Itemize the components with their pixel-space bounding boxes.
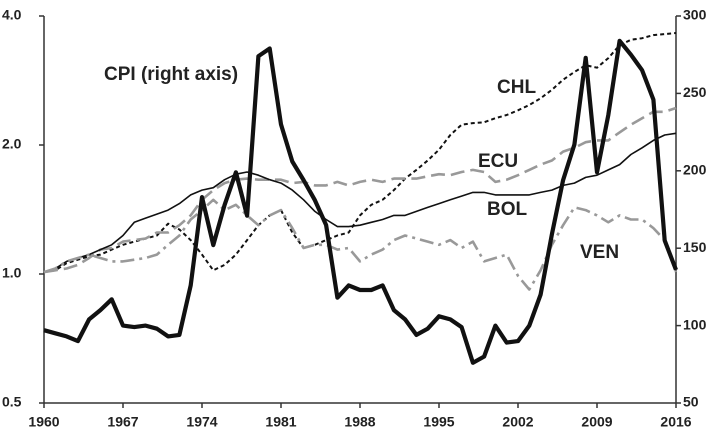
x-tick-label: 1988 — [344, 414, 375, 430]
y-tick-label: 0.5 — [2, 394, 22, 410]
x-tick-label: 1981 — [265, 414, 296, 430]
series-label: CHL — [497, 77, 536, 98]
y-tick-label: 2.0 — [2, 136, 22, 152]
series-label: ECU — [478, 151, 518, 172]
y-tick-label: 1.0 — [2, 265, 22, 281]
y2-tick-label: 50 — [683, 394, 699, 410]
x-tick-label: 2009 — [581, 414, 612, 430]
x-tick-label: 1974 — [186, 414, 217, 430]
series-label: CPI (right axis) — [104, 64, 238, 85]
y-tick-label: 4.0 — [2, 7, 22, 23]
y2-tick-label: 100 — [683, 316, 707, 332]
series-label: BOL — [487, 199, 528, 220]
x-tick-label: 2016 — [660, 414, 691, 430]
y2-tick-label: 250 — [683, 84, 707, 100]
series-line — [43, 38, 678, 365]
x-tick-label: 2002 — [502, 414, 533, 430]
y2-tick-label: 200 — [683, 162, 707, 178]
series-line — [43, 132, 677, 273]
x-tick-label: 1967 — [107, 414, 138, 430]
series-line — [43, 32, 677, 274]
series-line — [43, 198, 678, 291]
series-line — [43, 106, 677, 274]
x-tick-label: 1995 — [423, 414, 454, 430]
x-tick-label: 1960 — [28, 414, 59, 430]
y2-tick-label: 300 — [683, 7, 707, 23]
series-label: VEN — [580, 242, 619, 263]
y2-tick-label: 150 — [683, 239, 707, 255]
